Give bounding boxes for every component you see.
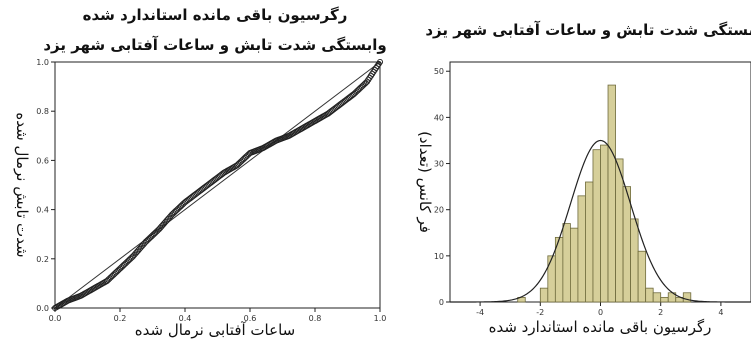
pp-x-axis-label: ساعات آفتابی نرمال شده xyxy=(135,321,295,339)
hist-x-tick-label: -2 xyxy=(536,308,544,317)
pp-x-tick-label: 1.0 xyxy=(374,314,387,323)
normal-curve xyxy=(450,139,751,303)
pp-y-tick-label: 0.2 xyxy=(36,255,49,264)
hist-y-tick-label: 20 xyxy=(434,206,444,215)
pp-reference-line xyxy=(54,61,381,309)
hist-y-axis-label: فر کانس (تعداد) xyxy=(416,131,434,233)
hist-x-tick-label: -4 xyxy=(476,308,484,317)
hist-bar xyxy=(585,181,594,303)
pp-ticks: 0.0 0.2 0.4 0.6 0.8 1.0 0.0 0.2 0.4 0.6 0.8 1.0 xyxy=(36,58,386,323)
hist-y-tick-label: 0 xyxy=(439,298,444,307)
hist-bar xyxy=(660,296,669,303)
hist-bar xyxy=(607,84,616,303)
pp-point xyxy=(376,58,384,66)
pp-y-tick-label: 0.8 xyxy=(36,107,49,116)
hist-bar xyxy=(637,250,647,303)
hist-bar xyxy=(622,186,632,303)
hist-bar xyxy=(600,144,609,303)
pp-x-tick-label: 0.2 xyxy=(114,314,127,323)
hist-bar xyxy=(645,287,654,303)
hist-bars xyxy=(517,84,692,303)
pp-x-tick-label: 0.6 xyxy=(244,314,257,323)
hist-bar xyxy=(615,158,624,303)
hist-bar xyxy=(562,223,571,303)
histogram: وابستگی شدت تابش و ساعات آفتابی شهر یزد … xyxy=(416,21,751,336)
pp-y-tick-label: 0.6 xyxy=(36,156,49,165)
pp-x-tick-label: 0.0 xyxy=(49,314,62,323)
pp-y-axis-label: شدت تابش نرمال شده xyxy=(13,112,31,257)
pp-y-tick-label: 0.0 xyxy=(36,304,49,313)
hist-bar xyxy=(570,227,579,303)
hist-x-tick-label: 4 xyxy=(718,308,723,317)
hist-y-tick-label: 40 xyxy=(434,113,444,122)
hist-bar xyxy=(577,195,586,303)
hist-y-tick-label: 10 xyxy=(434,252,444,261)
pp-plot: رگرسیون باقی مانده استاندارد شده وابستگی… xyxy=(13,6,387,339)
pp-x-tick-label: 0.8 xyxy=(309,314,322,323)
pp-title-line2: وابستگی شدت تابش و ساعات آفتابی شهر یزد xyxy=(43,36,386,54)
pp-x-tick-label: 0.4 xyxy=(179,314,192,323)
hist-x-tick-label: 0 xyxy=(598,308,603,317)
hist-bar xyxy=(547,255,556,303)
hist-x-tick-label: 2 xyxy=(658,308,663,317)
hist-bar xyxy=(592,149,601,303)
pp-y-tick-label: 1.0 xyxy=(36,58,49,67)
pp-y-tick-label: 0.4 xyxy=(36,206,49,215)
hist-title: وابستگی شدت تابش و ساعات آفتابی شهر یزد xyxy=(425,21,751,39)
hist-bar xyxy=(630,218,639,303)
pp-title-line1: رگرسیون باقی مانده استاندارد شده xyxy=(83,6,348,24)
hist-bar xyxy=(539,287,549,303)
hist-y-tick-label: 50 xyxy=(434,67,444,76)
hist-bar xyxy=(682,292,692,303)
hist-bar xyxy=(652,292,662,303)
hist-x-axis-label: رگرسیون باقی مانده استاندارد شده xyxy=(489,318,712,336)
hist-y-tick-label: 30 xyxy=(434,160,444,169)
pp-points xyxy=(51,58,384,312)
